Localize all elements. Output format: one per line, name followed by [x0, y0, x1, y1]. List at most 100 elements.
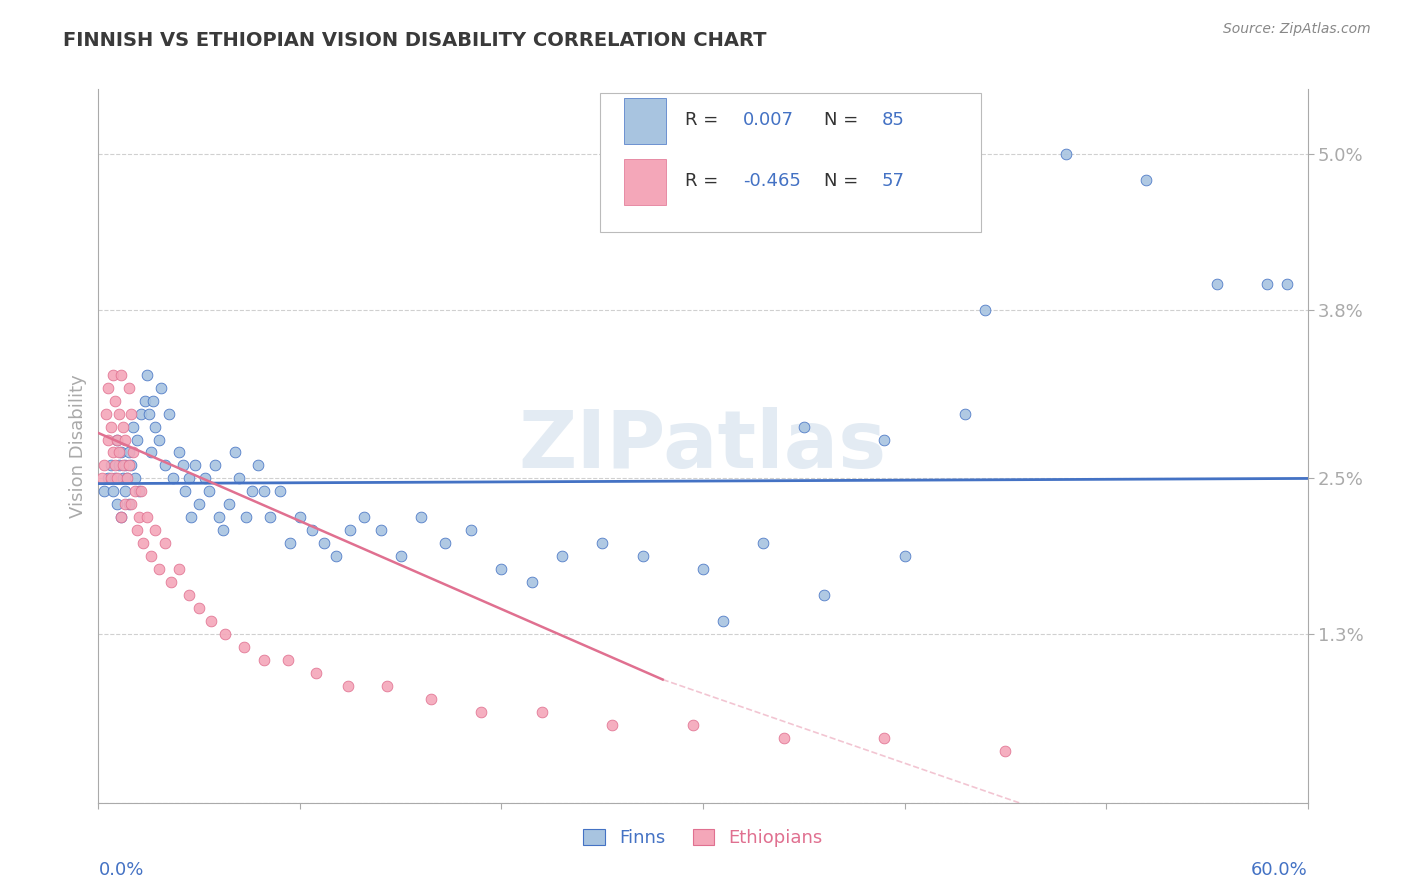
Point — [228, 471, 250, 485]
Point — [118, 445, 141, 459]
Point — [200, 614, 222, 628]
Point — [110, 510, 132, 524]
Text: FINNISH VS ETHIOPIAN VISION DISABILITY CORRELATION CHART: FINNISH VS ETHIOPIAN VISION DISABILITY C… — [63, 31, 766, 50]
Point — [246, 458, 269, 473]
Point — [994, 744, 1017, 758]
Point — [121, 445, 143, 459]
Point — [114, 458, 136, 473]
Point — [129, 407, 152, 421]
Point — [389, 549, 412, 564]
FancyBboxPatch shape — [624, 159, 665, 205]
Point — [121, 419, 143, 434]
Point — [893, 549, 915, 564]
Point — [188, 601, 211, 615]
Point — [167, 445, 190, 459]
Point — [157, 407, 180, 421]
Point — [118, 497, 141, 511]
Point — [198, 484, 221, 499]
Text: -0.465: -0.465 — [742, 171, 801, 189]
Point — [409, 510, 432, 524]
Point — [692, 562, 714, 576]
Point — [100, 471, 122, 485]
Point — [125, 524, 148, 538]
Point — [204, 458, 226, 473]
Point — [101, 368, 124, 382]
Point — [110, 510, 132, 524]
Point — [212, 524, 235, 538]
Point — [530, 705, 553, 719]
Point — [420, 692, 443, 706]
Point — [179, 588, 201, 602]
Point — [953, 407, 976, 421]
Point — [118, 458, 141, 473]
Point — [143, 524, 166, 538]
Point — [172, 458, 194, 473]
Text: 60.0%: 60.0% — [1251, 861, 1308, 880]
Point — [793, 419, 815, 434]
Point — [1256, 277, 1278, 291]
Point — [105, 433, 128, 447]
Point — [470, 705, 492, 719]
Point — [305, 666, 328, 681]
Point — [520, 575, 543, 590]
Point — [218, 497, 240, 511]
Point — [232, 640, 254, 654]
Point — [325, 549, 347, 564]
Text: R =: R = — [685, 111, 724, 128]
Point — [96, 407, 118, 421]
Point — [139, 549, 162, 564]
Text: 0.0%: 0.0% — [98, 861, 143, 880]
Text: N =: N = — [824, 171, 863, 189]
Point — [110, 368, 132, 382]
Point — [148, 433, 170, 447]
Point — [101, 445, 124, 459]
Point — [370, 524, 392, 538]
Point — [235, 510, 257, 524]
Text: 0.007: 0.007 — [742, 111, 794, 128]
Point — [1135, 173, 1157, 187]
Point — [114, 433, 136, 447]
Point — [120, 458, 142, 473]
Point — [434, 536, 457, 550]
Point — [269, 484, 291, 499]
Point — [93, 458, 115, 473]
FancyBboxPatch shape — [600, 93, 981, 232]
Point — [752, 536, 775, 550]
Point — [162, 471, 184, 485]
Point — [711, 614, 734, 628]
Text: 57: 57 — [882, 171, 905, 189]
Point — [91, 471, 114, 485]
Point — [124, 471, 146, 485]
Point — [224, 445, 246, 459]
Point — [124, 484, 146, 499]
Point — [103, 458, 125, 473]
Point — [111, 419, 134, 434]
Point — [813, 588, 835, 602]
Point — [110, 445, 132, 459]
Point — [135, 368, 157, 382]
Point — [240, 484, 263, 499]
Point — [631, 549, 654, 564]
Point — [194, 471, 217, 485]
FancyBboxPatch shape — [624, 98, 665, 145]
Point — [253, 484, 276, 499]
Point — [125, 433, 148, 447]
Point — [97, 381, 120, 395]
Y-axis label: Vision Disability: Vision Disability — [69, 374, 87, 518]
Point — [101, 484, 124, 499]
Point — [120, 497, 142, 511]
Point — [135, 510, 157, 524]
Point — [118, 381, 141, 395]
Point — [180, 510, 202, 524]
Point — [93, 484, 115, 499]
Point — [105, 433, 128, 447]
Point — [188, 497, 211, 511]
Point — [115, 471, 138, 485]
Point — [253, 653, 276, 667]
Point — [128, 510, 150, 524]
Point — [301, 524, 323, 538]
Point — [129, 484, 152, 499]
Point — [314, 536, 336, 550]
Point — [149, 381, 172, 395]
Point — [139, 445, 162, 459]
